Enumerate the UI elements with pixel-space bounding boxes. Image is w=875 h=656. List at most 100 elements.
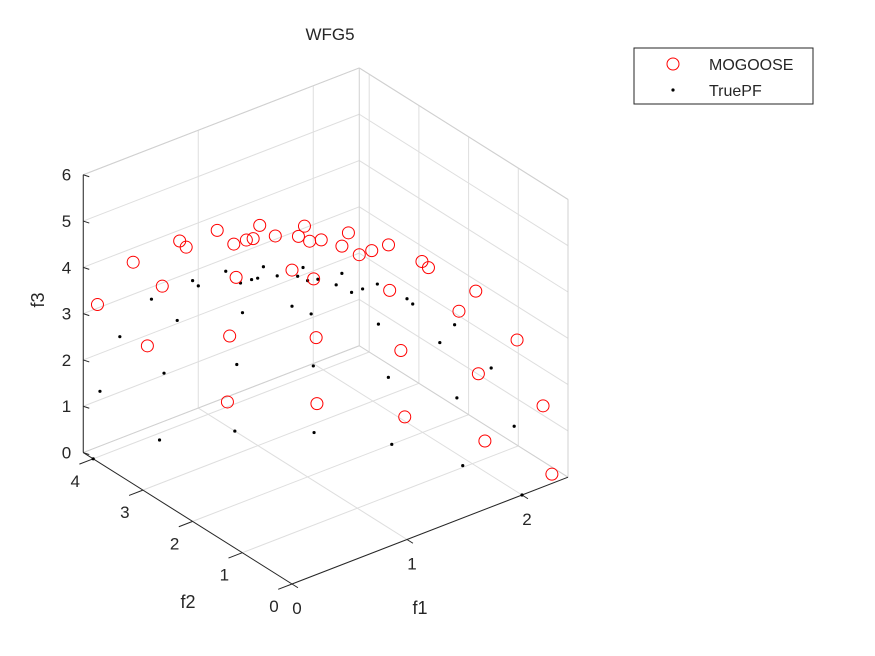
floor-gridline-f2 xyxy=(192,414,469,522)
truepf-point xyxy=(453,323,457,327)
truepf-point xyxy=(340,271,344,276)
truepf-point xyxy=(405,297,409,301)
mogoose-point xyxy=(314,233,328,247)
mogoose-point xyxy=(210,223,224,237)
legend-marker-truepf xyxy=(671,88,675,92)
truepf-point xyxy=(461,464,465,468)
truepf-point xyxy=(162,371,166,375)
mogoose-point xyxy=(155,279,169,293)
truepf-point xyxy=(489,366,493,370)
legend-label-truepf: TruePF xyxy=(709,83,762,100)
f3-tick-label: 5 xyxy=(62,212,71,231)
truepf-point xyxy=(311,364,315,368)
chart-title: WFG5 xyxy=(305,25,354,44)
f1-tick-label: 2 xyxy=(522,510,531,529)
mogoose-point xyxy=(246,232,260,246)
box-edge xyxy=(83,345,360,454)
f1-tick xyxy=(291,583,299,589)
truepf-point xyxy=(296,274,300,278)
mogoose-point xyxy=(285,263,299,277)
mogoose-point xyxy=(352,248,366,262)
truepf-point xyxy=(261,265,266,269)
mogoose-point xyxy=(398,410,412,424)
truepf-point xyxy=(349,290,354,295)
mogoose-point xyxy=(220,395,234,409)
side-wall-gridline-f3 xyxy=(358,160,569,293)
f2-tick xyxy=(278,583,293,590)
truepf-point xyxy=(520,493,524,497)
truepf-point xyxy=(235,362,239,367)
mogoose-point xyxy=(382,238,396,252)
mogoose-point xyxy=(309,331,323,345)
truepf-point xyxy=(455,396,459,400)
f2-tick-label: 1 xyxy=(220,566,229,585)
f2-tick-label: 2 xyxy=(170,534,179,553)
mogoose-point xyxy=(545,467,559,481)
mogoose-point xyxy=(415,254,429,268)
f3-tick xyxy=(83,405,90,409)
truepf-point xyxy=(256,276,260,280)
truepf-point xyxy=(290,304,294,308)
truepf-point xyxy=(175,318,179,323)
box-edge xyxy=(358,67,569,200)
floor-gridline-f1 xyxy=(312,363,523,496)
f2-tick-label: 0 xyxy=(269,597,278,616)
mogoose-point xyxy=(223,329,237,343)
truepf-point xyxy=(309,312,313,316)
mogoose-point xyxy=(478,434,492,448)
f2-tick xyxy=(128,489,144,496)
side-wall-gridline-f3 xyxy=(358,206,569,339)
mogoose-point xyxy=(471,367,485,381)
truepf-point xyxy=(249,277,254,282)
truepf-point xyxy=(312,430,316,435)
mogoose-point xyxy=(365,244,379,258)
legend-label-mogoose: MOGOOSE xyxy=(709,57,793,74)
f3-tick xyxy=(83,266,90,270)
truepf-point xyxy=(376,322,381,326)
mogoose-point xyxy=(536,399,550,413)
box-edge xyxy=(358,345,569,478)
mogoose-point xyxy=(469,284,483,298)
data-marks xyxy=(90,218,559,497)
mogoose-point xyxy=(307,272,321,286)
f2-tick-label: 4 xyxy=(70,472,79,491)
truepf-point xyxy=(118,335,122,339)
truepf-point xyxy=(360,287,365,291)
mogoose-point xyxy=(421,261,435,275)
f1-tick xyxy=(406,539,414,544)
f3-tick-label: 1 xyxy=(62,397,71,416)
f3-tick xyxy=(83,359,90,363)
mogoose-point xyxy=(173,234,187,248)
mogoose-point xyxy=(310,397,324,411)
mogoose-point xyxy=(126,255,140,269)
back-wall-gridline-f3 xyxy=(83,113,360,222)
mogoose-point xyxy=(227,237,241,251)
side-wall-gridline-f3 xyxy=(358,252,569,386)
mogoose-point xyxy=(341,226,355,240)
f3-tick xyxy=(83,313,90,317)
floor-gridline-f2 xyxy=(242,445,519,554)
axes-grid xyxy=(82,67,569,585)
floor-gridline-f1 xyxy=(197,407,408,540)
mogoose-point xyxy=(394,344,408,358)
truepf-point xyxy=(375,282,379,286)
legend[interactable]: MOGOOSE TruePF xyxy=(633,47,814,105)
box-edge xyxy=(83,67,360,176)
truepf-point xyxy=(334,283,338,287)
mogoose-point xyxy=(510,333,524,347)
f2-tick xyxy=(178,520,193,528)
f2-tick-label: 3 xyxy=(120,503,129,522)
mogoose-point xyxy=(297,219,311,233)
axes-lines xyxy=(79,174,569,590)
back-wall-gridline-f3 xyxy=(83,206,360,315)
legend-marker-mogoose xyxy=(666,57,680,71)
truepf-point xyxy=(301,265,305,270)
mogoose-point xyxy=(335,239,349,253)
f3-tick xyxy=(83,452,90,456)
f3-tick-label: 0 xyxy=(62,444,71,463)
truepf-point xyxy=(191,279,195,283)
floor-gridline-f2 xyxy=(93,351,370,460)
truepf-point xyxy=(390,442,394,446)
truepf-point xyxy=(316,277,320,281)
